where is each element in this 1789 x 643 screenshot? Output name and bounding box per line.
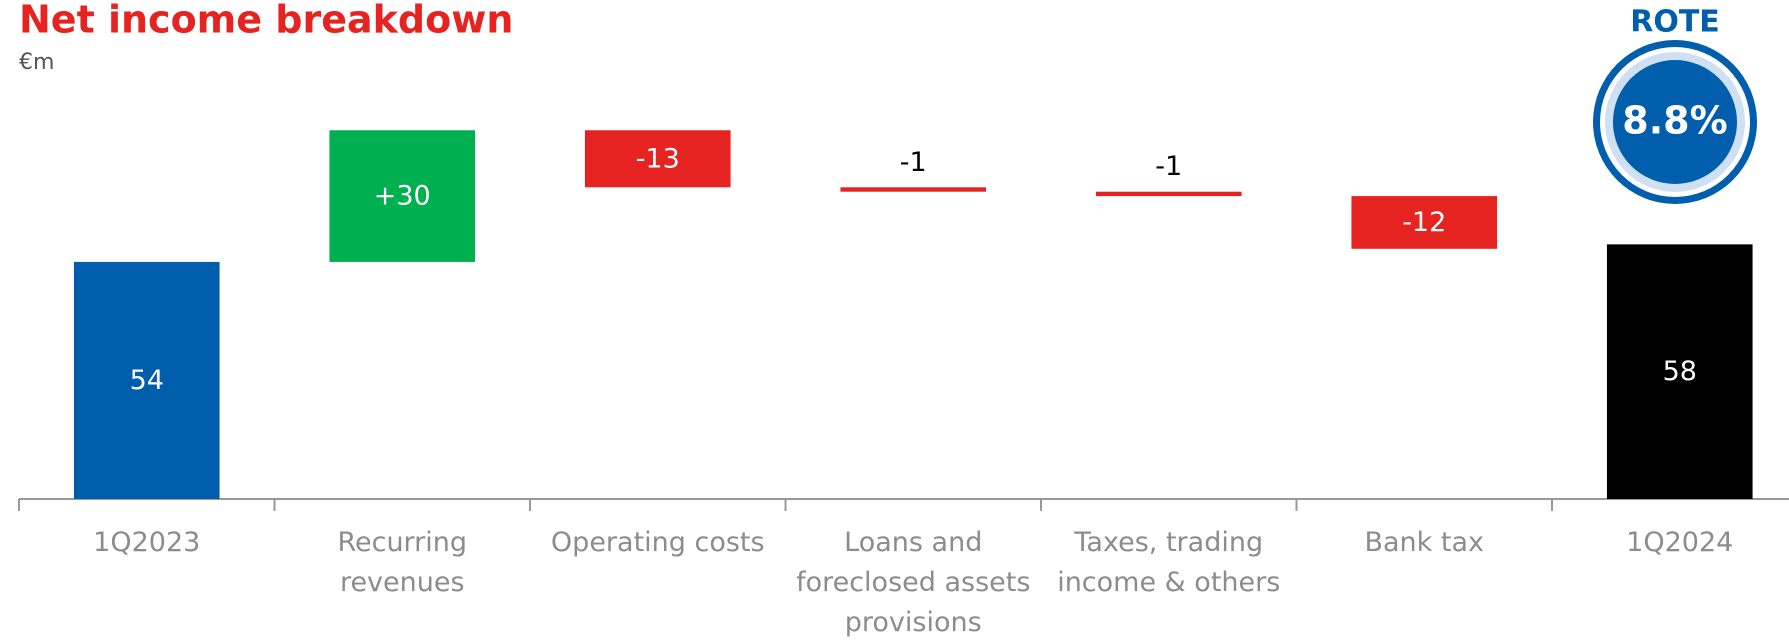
x-tick-label: Loans and foreclosed assets provisions [796, 527, 1031, 638]
bar [73, 261, 220, 499]
bar [1351, 196, 1498, 249]
x-tick-label: Bank tax [1364, 527, 1484, 558]
x-tick-label: Taxes, trading income & others [1057, 527, 1281, 598]
data-label: -12 [1402, 207, 1446, 238]
data-label: 54 [130, 365, 164, 396]
bar [840, 187, 987, 192]
data-label: -13 [636, 143, 680, 174]
x-tick-label: Recurring revenues [337, 527, 468, 598]
chart-title: Net income breakdown [19, 0, 513, 42]
chart-subtitle: €m [19, 50, 54, 75]
data-label: -1 [1155, 151, 1182, 182]
x-tick-label: 1Q2023 [93, 527, 201, 558]
bar [329, 130, 476, 262]
badge-title: ROTE [1630, 5, 1720, 40]
x-tick-label: 1Q2024 [1626, 527, 1734, 558]
bar [584, 130, 731, 188]
data-label: 58 [1663, 356, 1697, 387]
data-label: -1 [900, 147, 927, 178]
data-label: +30 [374, 181, 431, 212]
bar [1095, 191, 1242, 197]
badge-value: 8.8% [1622, 99, 1727, 143]
x-tick-label: Operating costs [550, 527, 765, 558]
bar [1606, 244, 1753, 499]
badge-core [1613, 60, 1737, 184]
